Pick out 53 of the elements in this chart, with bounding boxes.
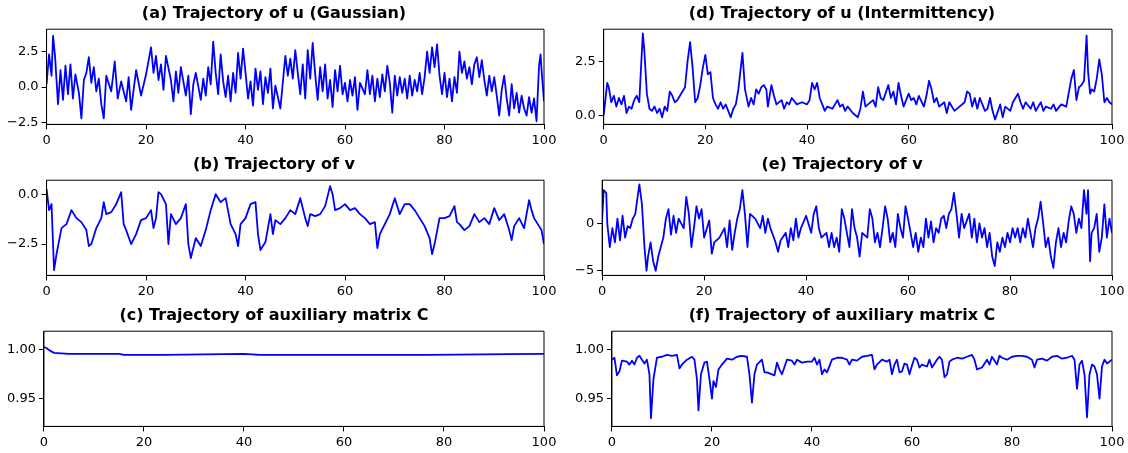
x-tick-label: 80 (1003, 433, 1021, 449)
chart-title: (a) Trajectory of u (Gaussian) (141, 2, 407, 22)
y-tick-label: 0.0 (17, 78, 39, 94)
y-tick-label: −2.5 (6, 114, 39, 130)
x-tick-label: 20 (137, 131, 155, 147)
y-tick-label: 0.0 (17, 185, 39, 201)
y-tick-label: 0.95 (6, 390, 36, 406)
chart-title: (f) Trajectory of auxiliary matrix C (688, 304, 996, 324)
x-tick-label: 60 (336, 282, 354, 298)
x-tick-label: 40 (803, 433, 821, 449)
y-tick-label: 2.5 (574, 52, 596, 68)
x-tick-label: 40 (235, 433, 253, 449)
x-tick-label: 80 (436, 282, 453, 298)
x-tick-label: 20 (697, 131, 714, 147)
x-tick-label: 20 (703, 433, 721, 449)
y-tick-label: 1.00 (574, 341, 604, 357)
x-tick-label: 100 (1099, 131, 1125, 147)
chart-title: (d) Trajectory of u (Intermittency) (688, 2, 996, 22)
chart-title: (b) Trajectory of v (193, 153, 356, 173)
chart-title: (c) Trajectory of auxiliary matrix C (119, 304, 429, 324)
x-tick-label: 20 (137, 282, 155, 298)
x-tick-label: 100 (1099, 282, 1125, 298)
x-tick-label: 0 (607, 433, 617, 449)
x-tick-label: 80 (1002, 131, 1019, 147)
x-tick-label: 60 (899, 282, 917, 298)
x-tick-label: 20 (695, 282, 713, 298)
x-tick-label: 60 (903, 433, 921, 449)
x-tick-label: 40 (237, 131, 254, 147)
x-tick-label: 60 (900, 131, 917, 147)
x-tick-label: 80 (436, 131, 453, 147)
y-tick-label: 1.00 (6, 341, 36, 357)
y-tick-label: −5 (574, 262, 595, 278)
y-tick-label: 0.95 (574, 390, 604, 406)
x-tick-label: 40 (237, 282, 254, 298)
x-tick-label: 0 (42, 282, 51, 298)
x-tick-label: 60 (335, 433, 353, 449)
y-tick-label: −2.5 (6, 235, 39, 251)
x-tick-label: 60 (336, 131, 354, 147)
x-tick-label: 100 (531, 282, 557, 298)
x-tick-label: 80 (1001, 282, 1019, 298)
x-tick-label: 20 (135, 433, 153, 449)
x-tick-label: 0 (39, 433, 49, 449)
x-tick-label: 40 (797, 282, 815, 298)
y-tick-label: 2.5 (17, 42, 39, 58)
x-tick-label: 0 (42, 131, 51, 147)
x-tick-label: 100 (531, 433, 557, 449)
x-tick-label: 100 (531, 131, 557, 147)
y-tick-label: 0 (585, 214, 595, 230)
x-tick-label: 40 (798, 131, 816, 147)
x-tick-label: 100 (1099, 433, 1125, 449)
chart-title: (e) Trajectory of v (761, 153, 924, 173)
x-tick-label: 80 (435, 433, 453, 449)
y-tick-label: 0.0 (574, 106, 596, 122)
